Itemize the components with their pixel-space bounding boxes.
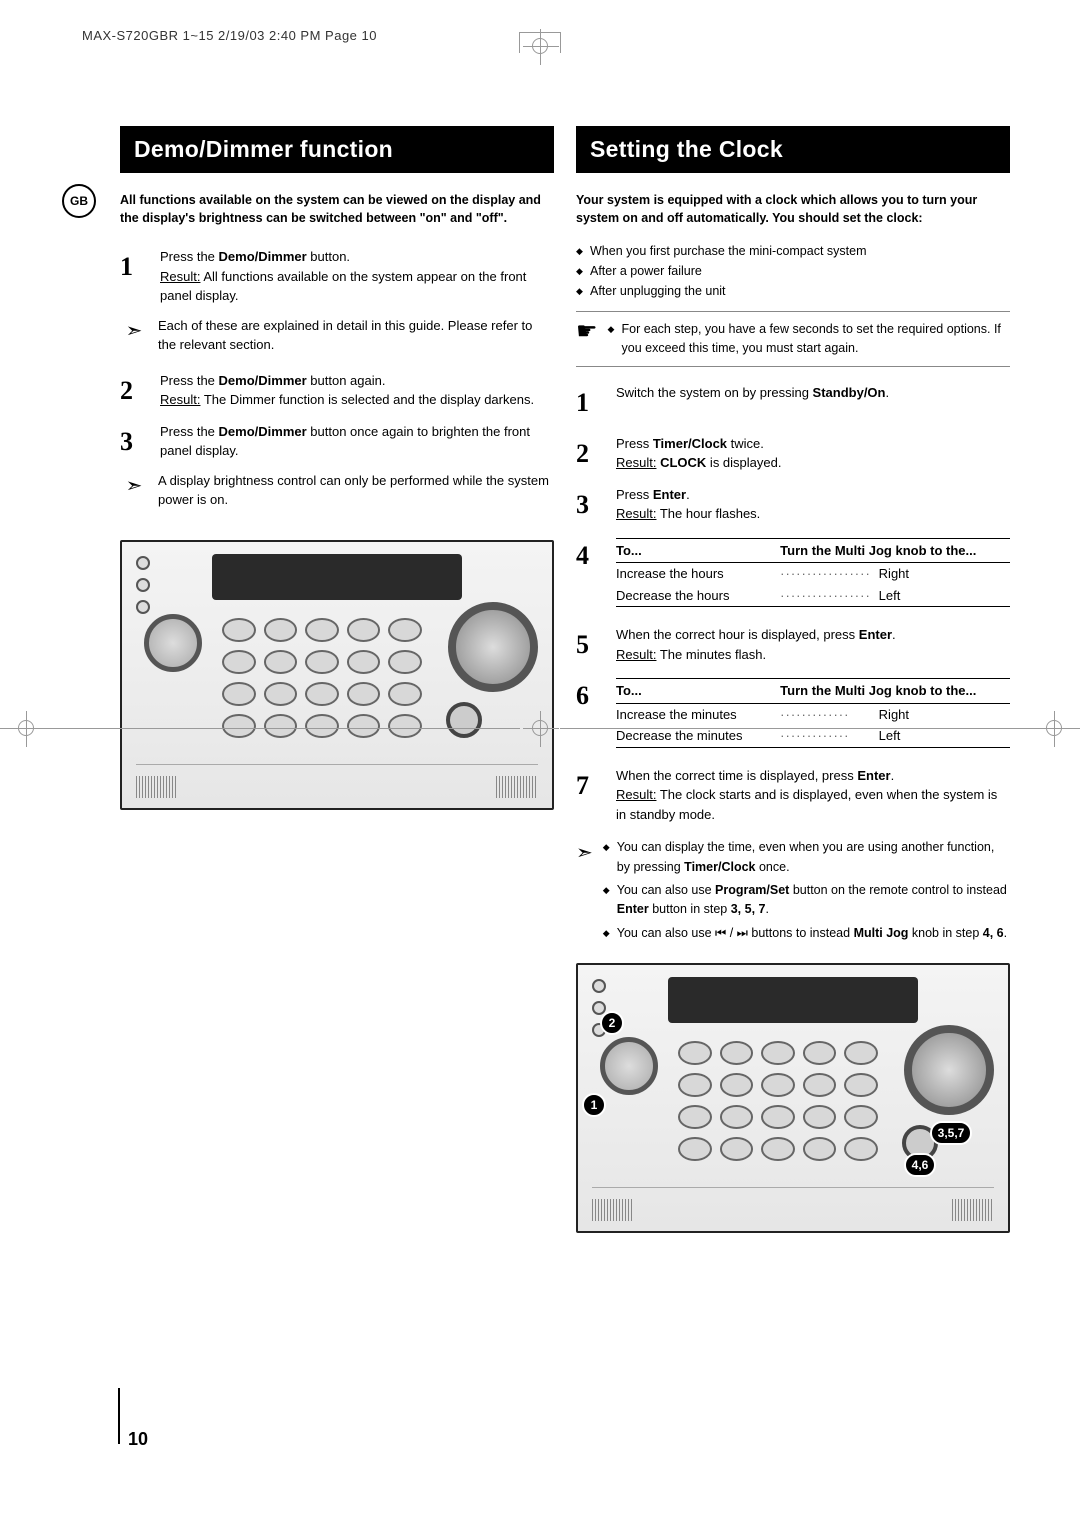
hand-icon: ☛ — [576, 320, 598, 358]
right-intro: Your system is equipped with a clock whi… — [576, 191, 1010, 227]
arrow-icon: ➣ — [120, 471, 148, 510]
right-bullets: When you first purchase the mini-compact… — [576, 241, 1010, 301]
arrow-icon: ➣ — [120, 316, 148, 355]
tips: ➣ You can display the time, even when yo… — [576, 838, 1010, 947]
callout-2: 2 — [600, 1011, 624, 1035]
left-title: Demo/Dimmer function — [120, 126, 554, 173]
callout-1: 1 — [582, 1093, 606, 1117]
step-1: 1 Press the Demo/Dimmer button. Result: … — [120, 241, 554, 312]
callout-46: 4,6 — [904, 1153, 936, 1177]
page-number: 10 — [128, 1429, 148, 1450]
device-figure-right: 2 1 3,5,7 4,6 — [576, 963, 1010, 1233]
arrow-note-2: ➣ A display brightness control can only … — [120, 467, 554, 520]
note-row: ☛ ◆For each step, you have a few seconds… — [576, 311, 1010, 367]
step-3: 3 Press the Demo/Dimmer button once agai… — [120, 416, 554, 467]
content-columns: Demo/Dimmer function All functions avail… — [120, 126, 1010, 1233]
right-column: Setting the Clock Your system is equippe… — [576, 126, 1010, 1233]
arrow-icon: ➣ — [576, 838, 593, 947]
step-2: 2 Press the Demo/Dimmer button again. Re… — [120, 365, 554, 416]
arrow-note-1: ➣ Each of these are explained in detail … — [120, 312, 554, 365]
left-steps: 1 Press the Demo/Dimmer button. Result: … — [120, 241, 554, 520]
page-num-rule — [118, 1388, 120, 1444]
left-intro: All functions available on the system ca… — [120, 191, 554, 227]
right-steps: 1 Switch the system on by pressing Stand… — [576, 377, 1010, 831]
left-column: Demo/Dimmer function All functions avail… — [120, 126, 554, 1233]
bottom-crop-rule — [0, 720, 1080, 740]
right-title: Setting the Clock — [576, 126, 1010, 173]
region-badge: GB — [62, 184, 96, 218]
jog-table-hours: To...Turn the Multi Jog knob to the... I… — [616, 538, 1010, 608]
callout-357: 3,5,7 — [930, 1121, 972, 1145]
page-header: MAX-S720GBR 1~15 2/19/03 2:40 PM Page 10 — [82, 28, 377, 43]
device-figure-left — [120, 540, 554, 810]
